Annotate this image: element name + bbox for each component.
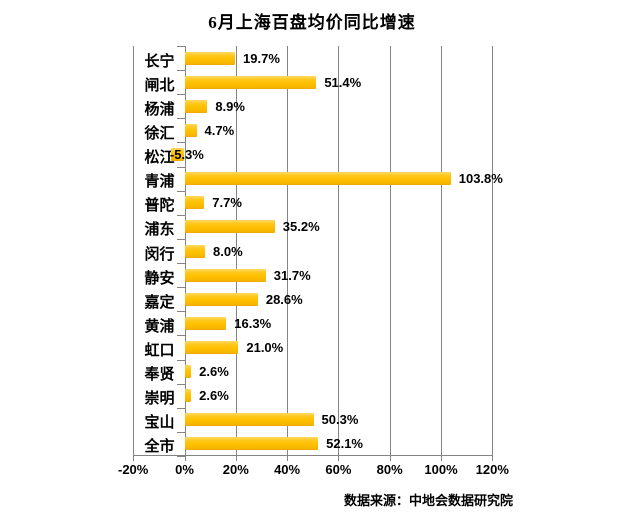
bar-value-label: 28.6% bbox=[265, 291, 303, 307]
category-label: 青浦 bbox=[144, 174, 175, 191]
category-axis-tick bbox=[176, 263, 185, 265]
category-label: 宝山 bbox=[144, 415, 175, 432]
bar bbox=[184, 51, 236, 65]
bar-value-label: 8.0% bbox=[213, 243, 243, 259]
x-axis-tick-label: -20% bbox=[118, 462, 149, 477]
bar-value-label: 103.8% bbox=[458, 171, 503, 187]
x-axis-tick bbox=[133, 456, 135, 461]
x-axis-tick-label: 60% bbox=[325, 462, 352, 477]
category-axis-tick bbox=[176, 118, 185, 120]
bar bbox=[184, 123, 197, 137]
bar-value-label: 31.7% bbox=[273, 267, 311, 283]
bar bbox=[184, 316, 227, 330]
category-axis-tick bbox=[176, 94, 185, 96]
bar bbox=[184, 389, 192, 403]
bar-value-label: 8.9% bbox=[215, 98, 245, 114]
category-axis-tick bbox=[176, 287, 185, 289]
x-axis-line bbox=[133, 455, 494, 456]
x-axis-tick bbox=[235, 456, 237, 461]
x-axis-tick bbox=[338, 456, 340, 461]
category-label: 普陀 bbox=[144, 198, 175, 215]
bar-value-label: 4.7% bbox=[204, 122, 235, 138]
category-axis-tick bbox=[176, 335, 185, 337]
category-label: 杨浦 bbox=[144, 101, 175, 118]
bar bbox=[184, 268, 266, 282]
category-axis-tick bbox=[176, 166, 185, 168]
category-axis-tick bbox=[176, 311, 185, 313]
x-axis-tick bbox=[492, 456, 494, 461]
category-axis-tick bbox=[176, 190, 185, 192]
category-axis-tick bbox=[176, 238, 185, 240]
bar bbox=[170, 148, 185, 162]
bar-value-label: 35.2% bbox=[282, 219, 320, 235]
x-axis-tick-label: 120% bbox=[475, 462, 509, 477]
category-axis-tick bbox=[176, 359, 185, 361]
category-label: 松江 bbox=[144, 150, 175, 167]
x-axis-tick bbox=[287, 456, 289, 461]
bar bbox=[184, 99, 208, 113]
category-label: 浦东 bbox=[144, 222, 175, 239]
x-axis-tick-label: 40% bbox=[274, 462, 301, 477]
bar-value-label: 21.0% bbox=[246, 339, 284, 355]
x-axis-tick bbox=[184, 456, 186, 461]
gridline bbox=[441, 46, 442, 456]
gridline bbox=[338, 46, 340, 456]
bar bbox=[184, 196, 205, 210]
bar bbox=[184, 172, 451, 186]
gridline bbox=[287, 46, 289, 456]
bar bbox=[184, 340, 239, 354]
gridline bbox=[492, 46, 494, 456]
bar-value-label: 16.3% bbox=[234, 315, 272, 331]
category-label: 徐汇 bbox=[144, 125, 175, 142]
category-label: 黄浦 bbox=[144, 318, 175, 335]
category-label: 嘉定 bbox=[144, 294, 175, 311]
x-axis-tick bbox=[441, 456, 442, 461]
bar bbox=[184, 365, 192, 379]
chart-title: 6月上海百盘均价同比增速 bbox=[208, 13, 416, 32]
x-axis-tick bbox=[389, 456, 391, 461]
bar-value-label: 51.4% bbox=[324, 74, 362, 90]
x-axis-tick-label: 20% bbox=[222, 462, 249, 477]
x-axis-tick-label: 100% bbox=[424, 462, 458, 477]
category-label: 虹口 bbox=[144, 342, 175, 359]
bar bbox=[184, 292, 258, 306]
bar bbox=[184, 413, 314, 427]
category-label: 闵行 bbox=[144, 246, 175, 263]
bar bbox=[184, 220, 275, 234]
category-label: 长宁 bbox=[144, 53, 175, 70]
category-axis-tick bbox=[176, 70, 185, 72]
bar bbox=[184, 437, 319, 451]
category-label: 奉贤 bbox=[144, 367, 175, 384]
data-source-note: 数据来源：中地会数据研究院 bbox=[344, 493, 514, 508]
bar bbox=[184, 75, 317, 89]
x-axis-tick-label: 0% bbox=[175, 462, 194, 477]
category-axis-tick bbox=[176, 214, 185, 216]
gridline bbox=[389, 46, 391, 456]
bar-value-label: 52.1% bbox=[326, 436, 363, 452]
category-axis-tick bbox=[176, 431, 185, 433]
bar-value-label: 2.6% bbox=[199, 364, 229, 380]
category-label: 崇明 bbox=[144, 391, 175, 408]
category-axis-tick bbox=[176, 142, 185, 144]
category-axis-tick bbox=[176, 456, 185, 457]
bar-value-label: -5.3% bbox=[169, 147, 204, 163]
category-axis-tick bbox=[176, 407, 185, 409]
bar bbox=[184, 244, 206, 258]
category-axis-tick bbox=[176, 46, 185, 47]
bar-value-label: 50.3% bbox=[321, 412, 359, 428]
gridline bbox=[235, 46, 237, 456]
bar-value-label: 7.7% bbox=[212, 195, 242, 211]
x-axis-tick-label: 80% bbox=[376, 462, 403, 477]
bar-value-label: 2.6% bbox=[199, 388, 229, 404]
gridline bbox=[133, 46, 135, 456]
category-label: 全市 bbox=[144, 439, 175, 456]
category-label: 闸北 bbox=[144, 77, 175, 94]
category-label: 静安 bbox=[144, 270, 175, 287]
category-axis-tick bbox=[176, 383, 185, 385]
bar-value-label: 19.7% bbox=[243, 50, 280, 66]
